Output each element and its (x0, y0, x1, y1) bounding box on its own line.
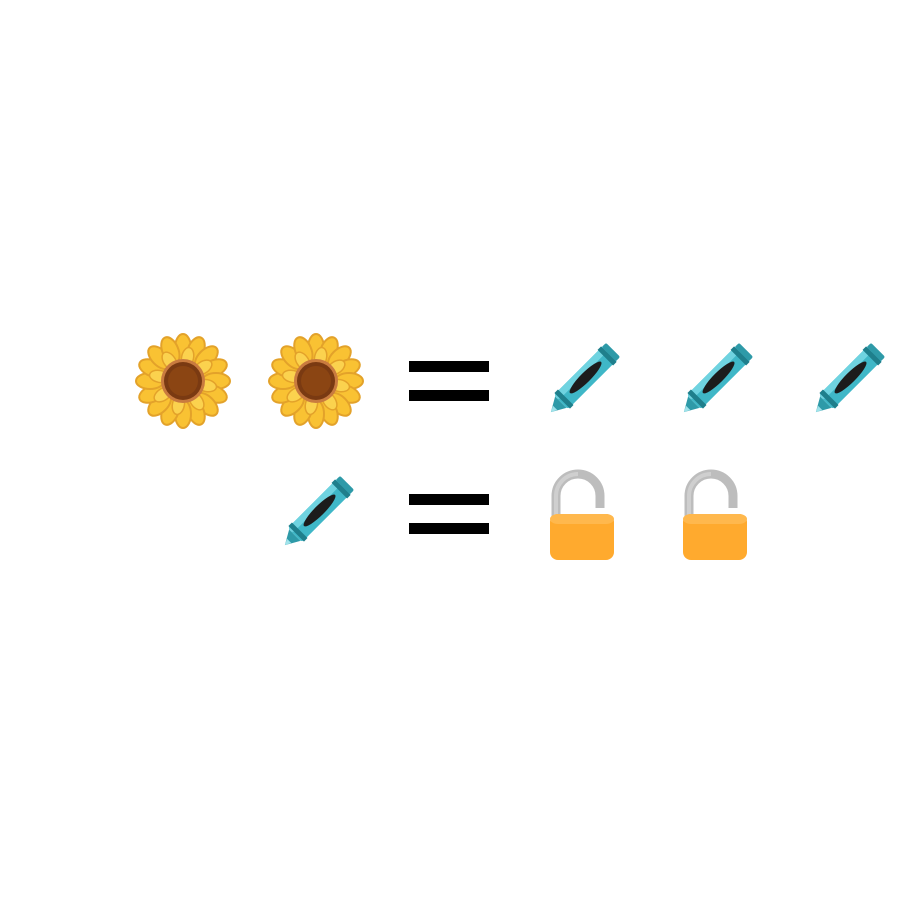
equals-sign (399, 331, 499, 431)
sunflower-icon (133, 331, 233, 431)
crayon-icon (266, 464, 366, 564)
crayon-icon (532, 331, 632, 431)
crayon-icon (797, 331, 897, 431)
unlocked-padlock-icon (669, 464, 769, 564)
equals-sign (399, 464, 499, 564)
sunflower-icon (266, 331, 366, 431)
unlocked-padlock-icon (536, 464, 636, 564)
crayon-icon (665, 331, 765, 431)
